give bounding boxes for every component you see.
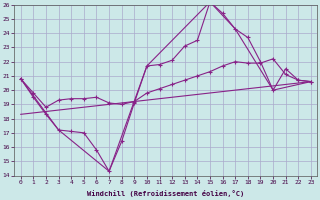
X-axis label: Windchill (Refroidissement éolien,°C): Windchill (Refroidissement éolien,°C) xyxy=(87,190,244,197)
